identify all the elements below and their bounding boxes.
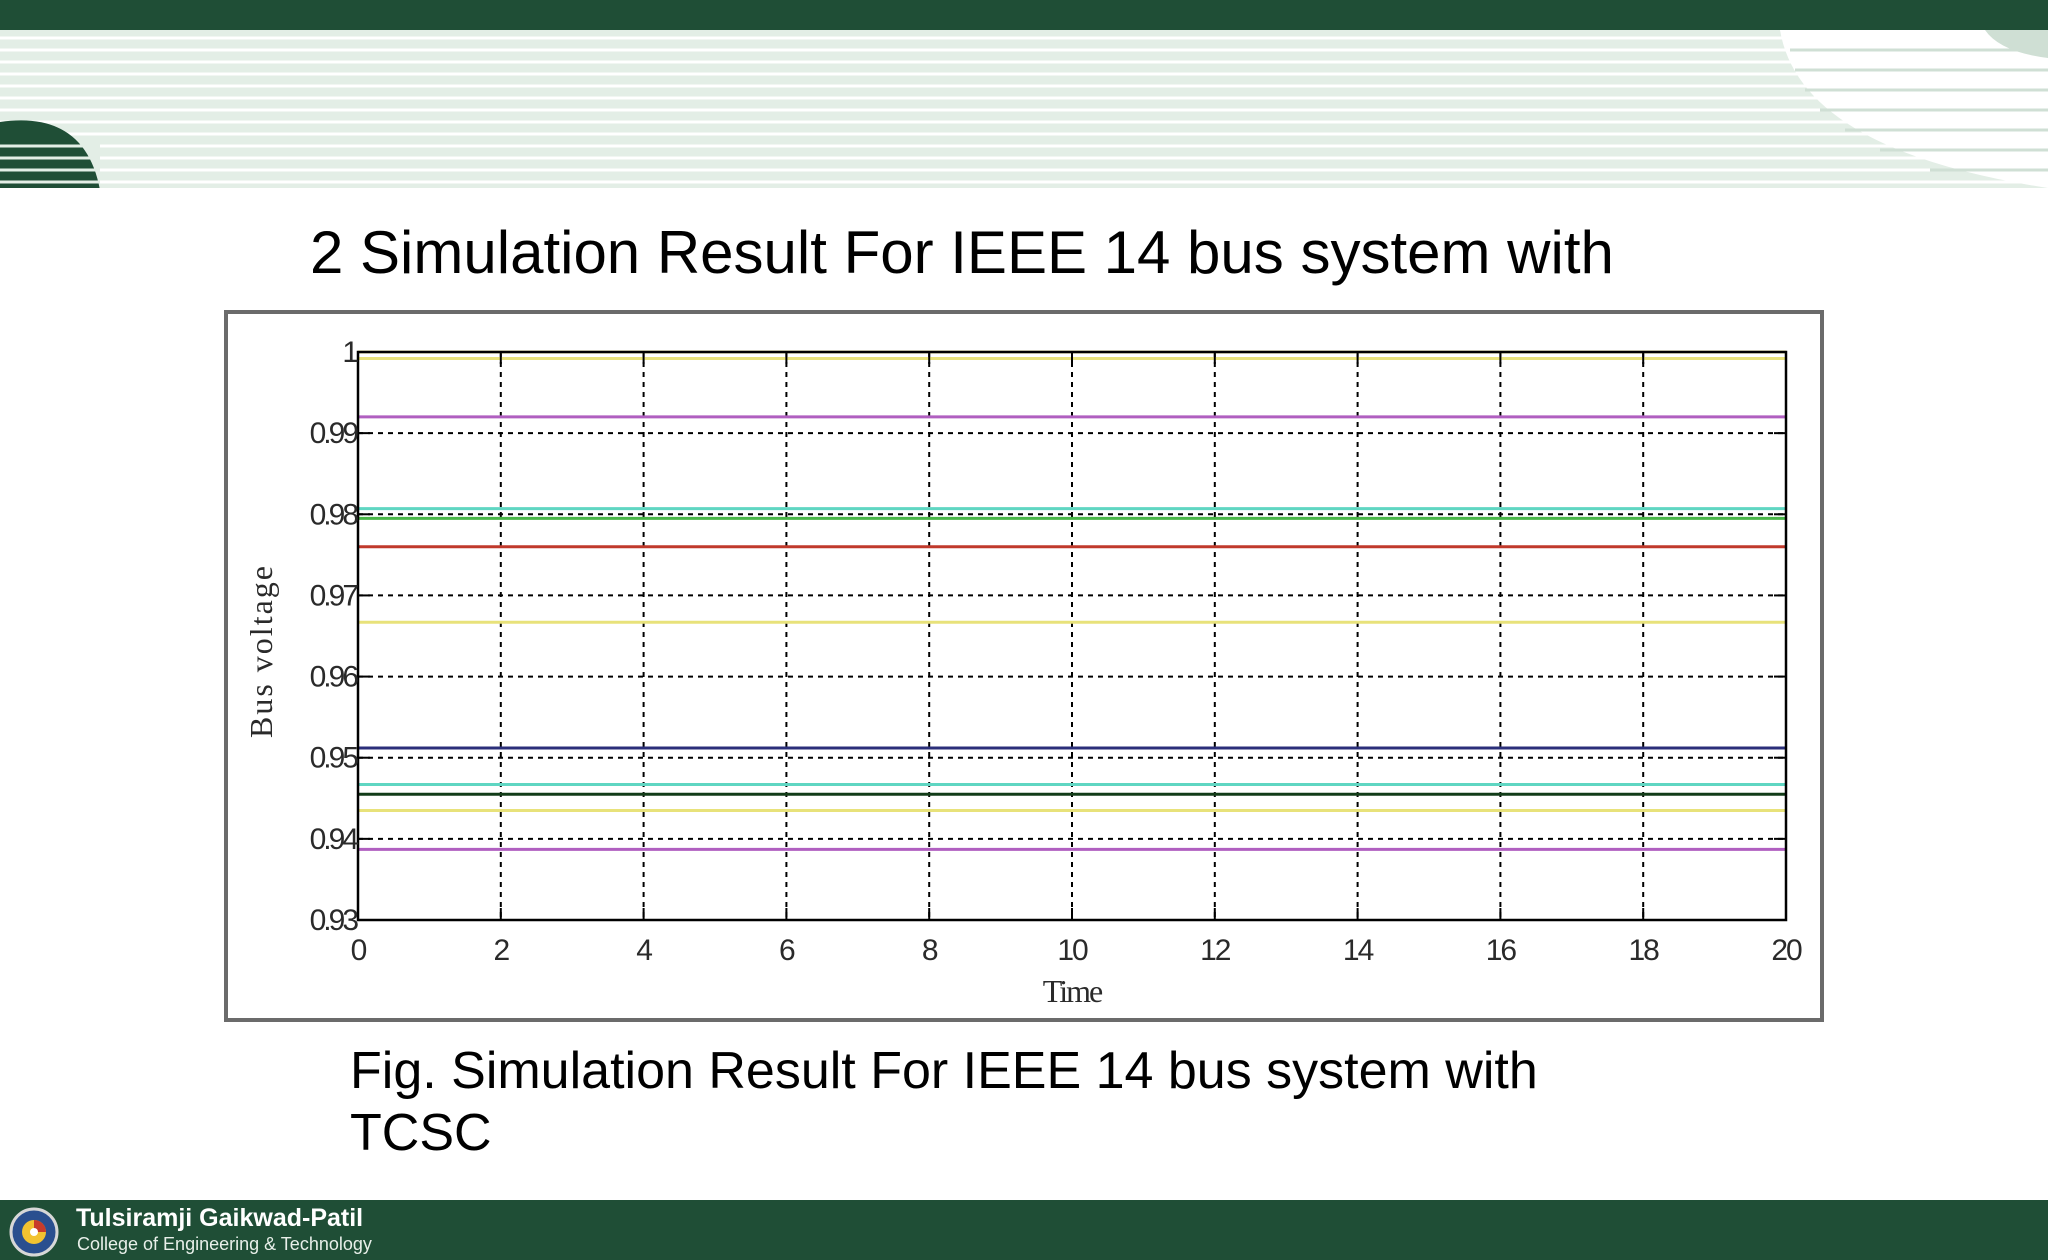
y-tick-label: 0.97 — [310, 579, 359, 612]
figure-caption: Fig. Simulation Result For IEEE 14 bus s… — [350, 1040, 1538, 1164]
college-logo-icon — [9, 1207, 59, 1257]
x-tick-label: 0 — [351, 934, 367, 967]
y-axis-label: Bus voltage — [243, 564, 279, 738]
y-tick-label: 0.93 — [310, 904, 359, 937]
institution-subtitle: College of Engineering & Technology — [77, 1234, 372, 1254]
chart-frame: 0 2 4 6 8 10 12 14 16 18 20 0.93 0.94 0.95 0.96 0.97 0.9… — [224, 310, 1824, 1022]
x-tick-label: 8 — [922, 934, 938, 967]
y-tick-label: 0.96 — [310, 661, 359, 694]
x-tick-label: 14 — [1343, 934, 1374, 967]
caption-line-2: TCSC — [350, 1104, 492, 1162]
slide-title: 2 Simulation Result For IEEE 14 bus syst… — [310, 219, 1614, 286]
footer-bar: Tulsiramji Gaikwad-Patil College of Engi… — [0, 1200, 2048, 1260]
x-axis-label: Time — [1043, 973, 1103, 1009]
x-tick-label: 12 — [1200, 934, 1231, 967]
x-tick-label: 2 — [493, 934, 509, 967]
y-tick-label: 1 — [342, 336, 358, 369]
x-tick-label: 4 — [636, 934, 652, 967]
x-tick-label: 10 — [1057, 934, 1088, 967]
y-tick-label: 0.95 — [310, 742, 359, 775]
y-tick-label: 0.98 — [310, 498, 359, 531]
header-decoration — [0, 0, 2048, 190]
caption-line-1: Fig. Simulation Result For IEEE 14 bus s… — [350, 1042, 1538, 1100]
x-tick-label: 20 — [1771, 934, 1802, 967]
x-tick-label: 6 — [779, 934, 795, 967]
x-tick-label: 16 — [1486, 934, 1517, 967]
x-tick-label: 18 — [1629, 934, 1660, 967]
bus-voltage-chart: 0 2 4 6 8 10 12 14 16 18 20 0.93 0.94 0.95 0.96 0.97 0.9… — [243, 336, 1804, 1009]
y-tick-label: 0.99 — [310, 417, 359, 450]
institution-name: Tulsiramji Gaikwad-Patil — [76, 1204, 364, 1232]
y-tick-label: 0.94 — [310, 823, 359, 856]
